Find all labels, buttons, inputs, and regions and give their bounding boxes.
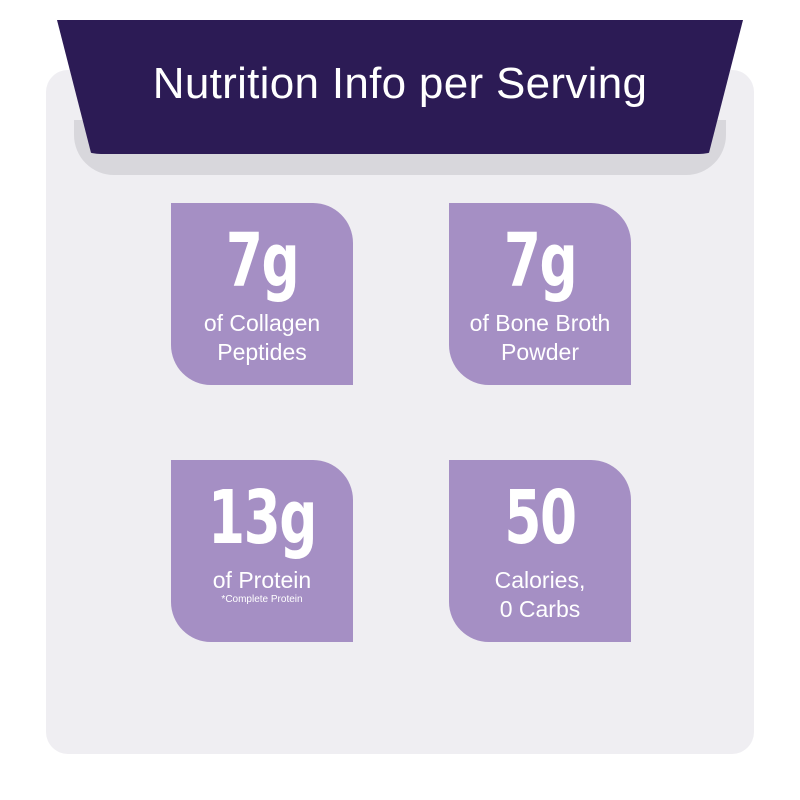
tile-protein: 13g of Protein *Complete Protein bbox=[171, 460, 353, 642]
tile-label: Calories, 0 Carbs bbox=[449, 566, 631, 624]
tile-calories-carbs: 50 Calories, 0 Carbs bbox=[449, 460, 631, 642]
tile-collagen-peptides: 7g of Collagen Peptides bbox=[171, 203, 353, 385]
tile-value: 7g bbox=[503, 218, 578, 304]
tile-label: of Protein bbox=[171, 566, 353, 595]
tile-value: 50 bbox=[504, 475, 577, 561]
tile-value: 13g bbox=[208, 475, 317, 561]
tile-label-line2: Powder bbox=[501, 339, 579, 365]
tile-label: of Collagen Peptides bbox=[171, 309, 353, 367]
tile-label: of Bone Broth Powder bbox=[449, 309, 631, 367]
tile-label-line2: 0 Carbs bbox=[499, 596, 581, 622]
background-card bbox=[46, 70, 754, 754]
tile-bone-broth-powder: 7g of Bone Broth Powder bbox=[449, 203, 631, 385]
tile-label-line2: Peptides bbox=[217, 339, 307, 365]
tile-label-line1: of Protein bbox=[212, 567, 312, 593]
tile-label-line1: of Bone Broth bbox=[469, 310, 611, 336]
page-title: Nutrition Info per Serving bbox=[152, 59, 648, 108]
tile-label-line1: of Collagen bbox=[203, 310, 321, 336]
tile-label-line1: Calories, bbox=[494, 567, 586, 593]
title-banner: Nutrition Info per Serving bbox=[57, 20, 743, 154]
tile-footnote: *Complete Protein bbox=[221, 594, 303, 605]
tile-value: 7g bbox=[225, 218, 300, 304]
